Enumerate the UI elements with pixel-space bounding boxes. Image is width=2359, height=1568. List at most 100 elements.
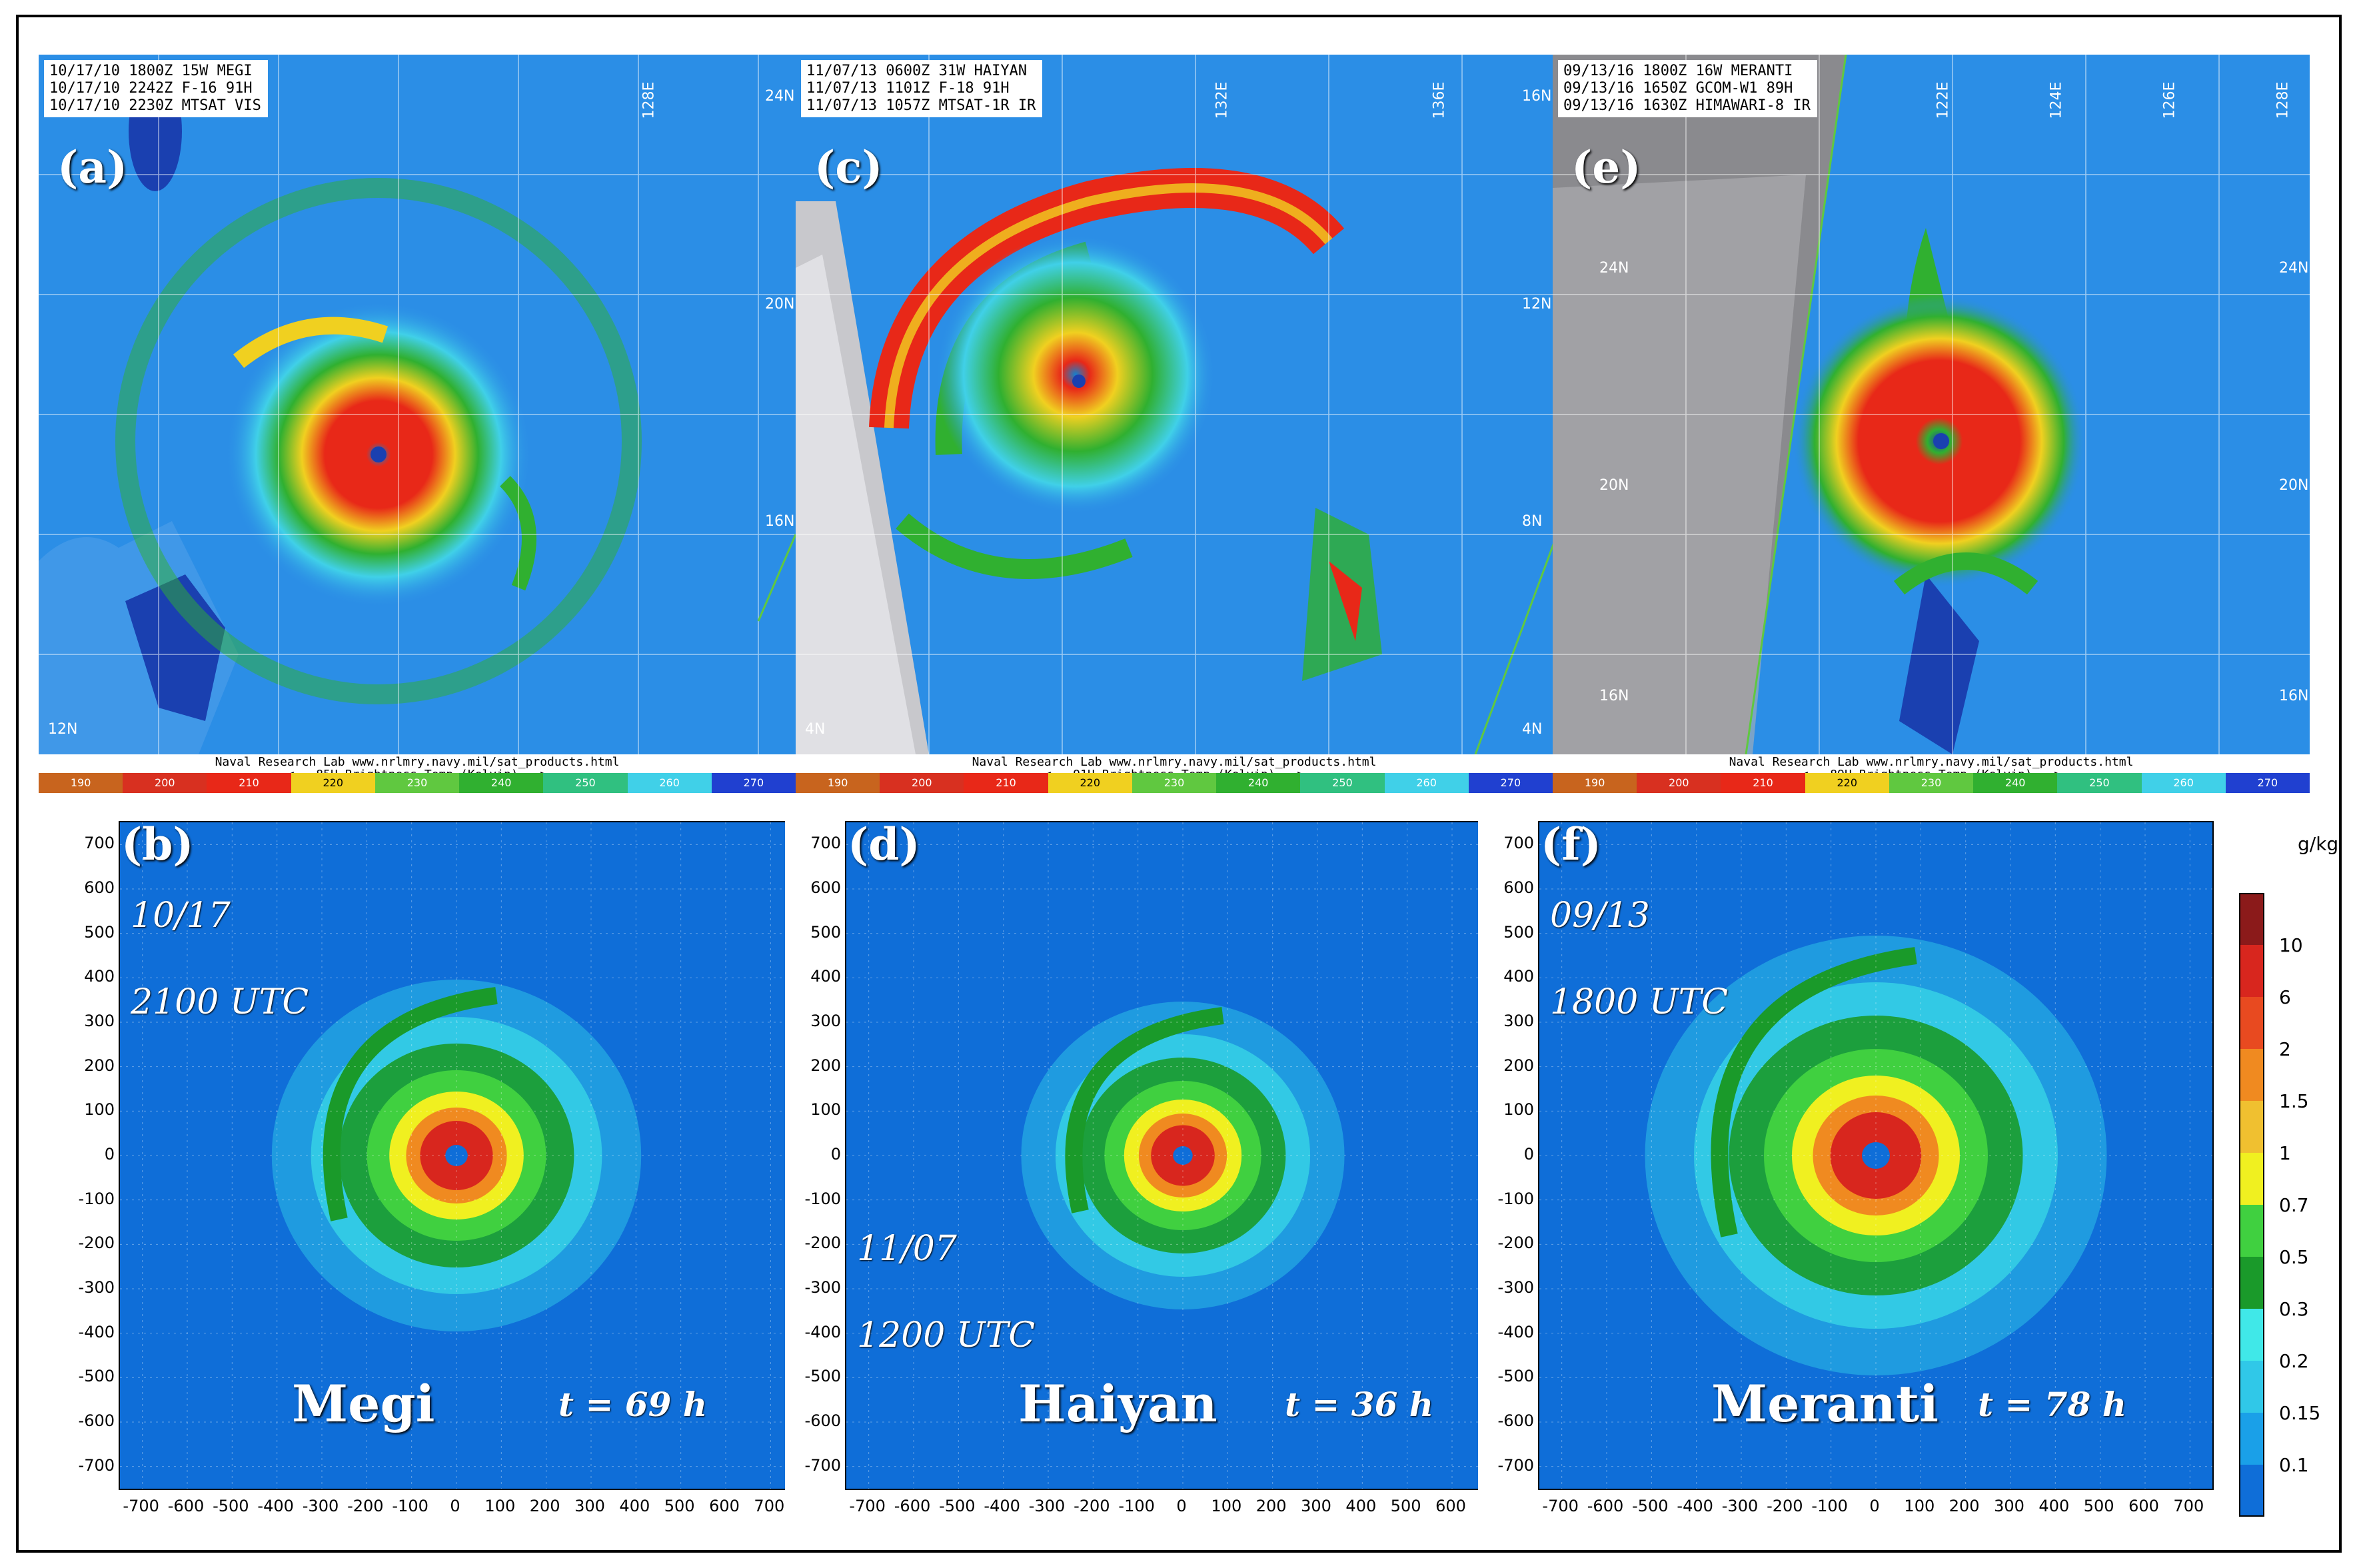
x-tick-label: -100 <box>1118 1497 1155 1515</box>
x-tick-label: 500 <box>1390 1497 1421 1515</box>
colorbar-segment: 240 <box>459 773 544 793</box>
y-tick-label: 700 <box>810 834 841 853</box>
panel-letter: (b) <box>121 818 194 870</box>
y-tick-label: -300 <box>1497 1278 1534 1297</box>
x-tick-label: -400 <box>984 1497 1020 1515</box>
x-tick-label: 100 <box>1211 1497 1242 1515</box>
satellite-info-box: 11/07/13 0600Z 31W HAIYAN 11/07/13 1101Z… <box>801 60 1043 117</box>
storm-name: Megi <box>292 1374 435 1433</box>
satellite-image-meranti <box>1553 55 2310 754</box>
info-line: 09/13/16 1800Z 16W MERANTI <box>1563 63 1793 79</box>
intensity-ring <box>1173 1146 1193 1165</box>
panel-letter: (c) <box>814 141 883 193</box>
colorbar-segment: 260 <box>2141 773 2226 793</box>
x-tick-label: -500 <box>213 1497 249 1515</box>
colorbar-segment: 230 <box>1132 773 1217 793</box>
legend-segment <box>2239 1413 2264 1465</box>
x-tick-label: 500 <box>664 1497 695 1515</box>
y-tick-label: 0 <box>104 1145 115 1164</box>
legend-level-label: 10 <box>2279 934 2303 956</box>
intensity-ring <box>445 1145 468 1166</box>
lat-label: 20N <box>765 296 795 313</box>
storm-name: Haiyan <box>1018 1374 1217 1433</box>
footer-line: Naval Research Lab www.nrlmry.navy.mil/s… <box>1729 755 2134 769</box>
model-plot-area <box>119 821 794 1490</box>
y-tick-label: -600 <box>78 1411 115 1430</box>
y-tick-label: 300 <box>1503 1012 1534 1030</box>
y-tick-label: 300 <box>84 1012 115 1030</box>
y-tick-label: 400 <box>810 967 841 986</box>
brightness-colorbar: 190 200 210 220 230 240 250 260 270 <box>39 773 796 793</box>
legend-segment <box>2239 1257 2264 1309</box>
y-tick-label: 100 <box>84 1100 115 1120</box>
info-line: 11/07/13 1101Z F-18 91H <box>806 80 1010 97</box>
model-time: 1200 UTC <box>857 1315 1036 1355</box>
y-tick-label: 100 <box>1503 1100 1534 1120</box>
lat-label: 4N <box>805 721 826 738</box>
y-tick-label: -500 <box>78 1367 115 1386</box>
y-tick-label: -100 <box>1497 1189 1534 1208</box>
legend-unit: g/kg <box>2298 833 2339 855</box>
panel-letter: (e) <box>1571 141 1641 193</box>
colorbar-segment: 270 <box>2225 773 2310 793</box>
y-tick-label: 500 <box>810 922 841 942</box>
y-tick-label: 0 <box>830 1145 841 1164</box>
lead-time: t = 78 h <box>1978 1385 2127 1424</box>
satellite-image-megi <box>39 55 796 754</box>
y-tick-label: -200 <box>804 1233 841 1253</box>
legend-segment <box>2239 945 2264 997</box>
mixing-ratio-field <box>120 822 793 1489</box>
lat-label: 8N <box>1522 513 1543 530</box>
lat-label: 16N <box>2279 688 2309 704</box>
colorbar-segment: 220 <box>1048 773 1132 793</box>
brightness-colorbar: 190 200 210 220 230 240 250 260 270 <box>1553 773 2310 793</box>
legend-segment <box>2239 1153 2264 1205</box>
y-tick-label: 700 <box>84 834 115 853</box>
x-tick-label: 400 <box>1345 1497 1377 1515</box>
x-tick-label: -700 <box>123 1497 159 1515</box>
legend-segment <box>2239 1465 2264 1517</box>
y-tick-label: 200 <box>84 1056 115 1075</box>
colorbar-segment: 240 <box>1973 773 2058 793</box>
model-date: 10/17 <box>131 896 231 936</box>
model-time: 1800 UTC <box>1550 982 1729 1022</box>
legend-segment <box>2239 997 2264 1049</box>
rainband <box>323 987 498 1221</box>
x-tick-label: -200 <box>1767 1497 1803 1515</box>
x-tick-label: 100 <box>1904 1497 1935 1515</box>
y-tick-label: -400 <box>78 1322 115 1341</box>
x-tick-label: -300 <box>302 1497 339 1515</box>
x-tick-label: 200 <box>529 1497 560 1515</box>
lat-label: 16N <box>1599 688 1629 704</box>
model-panel: 700 600 500 400 300 200 100 0 -100 -200 -300 -400 -5… <box>785 816 1525 1532</box>
x-tick-label: -300 <box>1721 1497 1759 1515</box>
model-time: 2100 UTC <box>131 982 309 1022</box>
colorbar-segment: 210 <box>1721 773 1805 793</box>
lat-label: 4N <box>1522 721 1543 738</box>
satellite-info-box: 09/13/16 1800Z 16W MERANTI 09/13/16 1650… <box>1558 60 1817 117</box>
lat-label: 24N <box>1599 260 1629 277</box>
info-line: 09/13/16 1650Z GCOM-W1 89H <box>1563 80 1793 97</box>
model-plot-area <box>845 821 1521 1490</box>
y-tick-label: -500 <box>804 1367 841 1386</box>
lat-label: 16N <box>765 513 795 530</box>
y-tick-label: -700 <box>1497 1455 1534 1475</box>
panel-letter: (f) <box>1541 818 1601 870</box>
model-panel: 700 600 500 400 300 200 100 0 -100 -200 -300 -400 -5… <box>59 816 798 1532</box>
y-tick-label: -100 <box>804 1189 841 1208</box>
legend-segment <box>2239 1309 2264 1361</box>
colorbar-segment: 220 <box>1805 773 1889 793</box>
colorbar-segment: 190 <box>39 773 123 793</box>
colorbar-segment: 190 <box>796 773 880 793</box>
y-tick-label: 200 <box>810 1056 841 1075</box>
colorbar-segment: 250 <box>1300 773 1385 793</box>
x-tick-label: -600 <box>167 1497 205 1515</box>
x-tick-label: 700 <box>754 1497 785 1515</box>
y-tick-label: -700 <box>804 1455 841 1475</box>
colorbar-segment: 240 <box>1216 773 1301 793</box>
x-tick-label: 400 <box>619 1497 650 1515</box>
x-tick-label: 300 <box>574 1497 605 1515</box>
legend-segment <box>2239 1205 2264 1257</box>
colorbar-segment: 230 <box>1889 773 1974 793</box>
y-tick-label: -600 <box>804 1411 841 1430</box>
